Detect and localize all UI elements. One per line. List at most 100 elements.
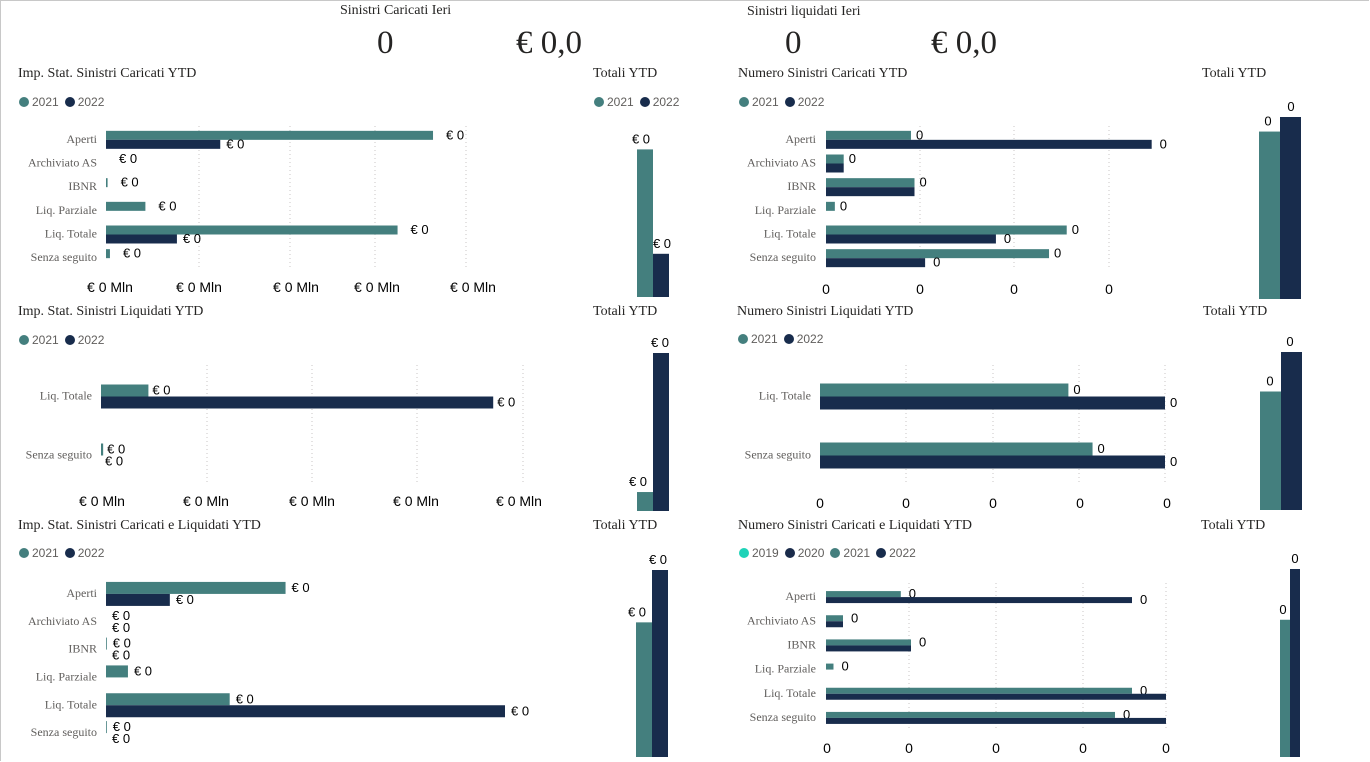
chart-title-tot-imp-car-liq: Totali YTD [593, 518, 658, 533]
legend-dot-icon [784, 97, 795, 107]
x-tick-label: € 0 Mln [289, 493, 335, 509]
category-label: IBNR [68, 642, 97, 656]
chart-title-imp-liquidati: Imp. Stat. Sinistri Liquidati YTD [18, 304, 204, 319]
legend-tot-imp-caricati: 2021 2022 [594, 95, 679, 109]
bar-2021 [106, 249, 110, 259]
data-label: € 0 [497, 395, 515, 410]
data-label: € 0 [292, 580, 310, 595]
data-label: € 0 [112, 648, 130, 663]
bar-2021 [101, 443, 104, 456]
data-label: € 0 [158, 198, 176, 213]
kpi-caricati-title: Sinistri Caricati Ieri [340, 3, 452, 18]
bar-2021 [826, 154, 844, 164]
legend-item-2022[interactable]: 2022 [64, 546, 104, 560]
x-tick-label: 0 [822, 281, 830, 297]
legend-num-caricati: 2021 2022 [739, 95, 824, 109]
total-data-label: 0 [1266, 374, 1273, 389]
total-data-label: 0 [1286, 334, 1293, 349]
bar-2022 [101, 396, 494, 409]
legend-dot-icon [784, 548, 795, 558]
category-label: Liq. Totale [764, 686, 816, 700]
total-bar-2021 [637, 149, 653, 297]
x-tick-label: € 0 Mln [450, 279, 496, 295]
data-label: € 0 [121, 175, 139, 190]
legend-item-2021[interactable]: 2021 [739, 95, 779, 109]
legend-item-2022[interactable]: 2022 [64, 333, 104, 347]
data-label: 0 [1054, 246, 1061, 261]
legend-dot-icon [19, 97, 29, 107]
legend-item-2021[interactable]: 2021 [738, 332, 778, 346]
data-label: € 0 [411, 222, 429, 237]
total-data-label: 0 [1291, 551, 1298, 566]
data-label: 0 [1170, 454, 1177, 469]
legend-item-2022[interactable]: 2022 [784, 95, 824, 109]
total-bar-2021 [1259, 131, 1280, 299]
x-tick-label: 0 [1010, 281, 1018, 297]
legend-item-2022[interactable]: 2022 [639, 95, 679, 109]
bar-2021 [106, 665, 128, 678]
category-label: IBNR [787, 179, 816, 193]
category-label: Archiviato AS [747, 156, 816, 170]
x-tick-label: 0 [916, 281, 924, 297]
kpi-caricati-amount: € 0,0 [516, 25, 582, 61]
bar-2022 [826, 187, 915, 197]
total-bar-2021 [636, 622, 652, 757]
chart-title-imp-caricati: Imp. Stat. Sinistri Caricati YTD [18, 66, 197, 81]
bar-2022 [820, 455, 1165, 469]
bar-2021 [106, 637, 107, 650]
category-label: Aperti [785, 589, 816, 603]
legend-item-2022[interactable]: 2022 [876, 546, 916, 560]
chart-title-num-car-liq: Numero Sinistri Caricati e Liquidati YTD [738, 518, 972, 533]
bar-2022 [820, 396, 1165, 410]
data-label: 0 [1160, 136, 1167, 151]
x-tick-label: 0 [1105, 281, 1113, 297]
total-data-label: 0 [1264, 114, 1271, 129]
category-label: Aperti [66, 586, 97, 600]
data-label: 0 [849, 151, 856, 166]
category-label: IBNR [787, 637, 816, 651]
total-data-label: € 0 [651, 335, 669, 350]
data-label: 0 [1140, 592, 1147, 607]
legend-dot-icon [783, 334, 794, 344]
data-label: € 0 [107, 442, 125, 457]
legend-item-2019[interactable]: 2019 [739, 546, 779, 560]
total-bar-2021 [1260, 391, 1281, 510]
legend-item-2021[interactable]: 2021 [19, 333, 59, 347]
category-label: Archiviato AS [747, 613, 816, 627]
legend-imp-liquidati: 2021 2022 [19, 333, 104, 347]
bar-2022 [106, 593, 170, 606]
x-tick-label: 0 [1076, 495, 1084, 511]
legend-item-2022[interactable]: 2022 [64, 95, 104, 109]
bar-2021 [106, 693, 230, 706]
bar-2021 [820, 442, 1093, 456]
legend-item-2020[interactable]: 2020 [784, 546, 824, 560]
legend-item-2022[interactable]: 2022 [783, 332, 823, 346]
data-label: 0 [841, 659, 848, 674]
category-label: Liq. Totale [764, 227, 816, 241]
x-tick-label: 0 [823, 740, 831, 756]
legend-item-2021[interactable]: 2021 [19, 546, 59, 560]
legend-item-2021[interactable]: 2021 [19, 95, 59, 109]
bar-2022 [826, 139, 1152, 149]
bar-2021 [101, 384, 149, 397]
data-label: € 0 [511, 703, 529, 718]
legend-item-2021[interactable]: 2021 [594, 95, 634, 109]
category-label: Senza seguito [31, 725, 97, 739]
x-tick-label: € 0 Mln [79, 493, 125, 509]
data-label: 0 [920, 175, 927, 190]
data-label: € 0 [446, 127, 464, 142]
x-tick-label: 0 [1162, 740, 1170, 756]
x-tick-label: € 0 Mln [354, 279, 400, 295]
legend-item-2021[interactable]: 2021 [830, 546, 870, 560]
legend-dot-icon [738, 334, 748, 344]
bar-2021 [106, 130, 434, 140]
legend-dot-icon [64, 548, 75, 558]
bar-2021 [826, 225, 1067, 235]
x-tick-label: € 0 Mln [183, 493, 229, 509]
data-label: 0 [1072, 222, 1079, 237]
bar-2021 [826, 249, 1050, 259]
category-label: Senza seguito [26, 448, 92, 462]
category-label: Liq. Parziale [36, 669, 97, 683]
